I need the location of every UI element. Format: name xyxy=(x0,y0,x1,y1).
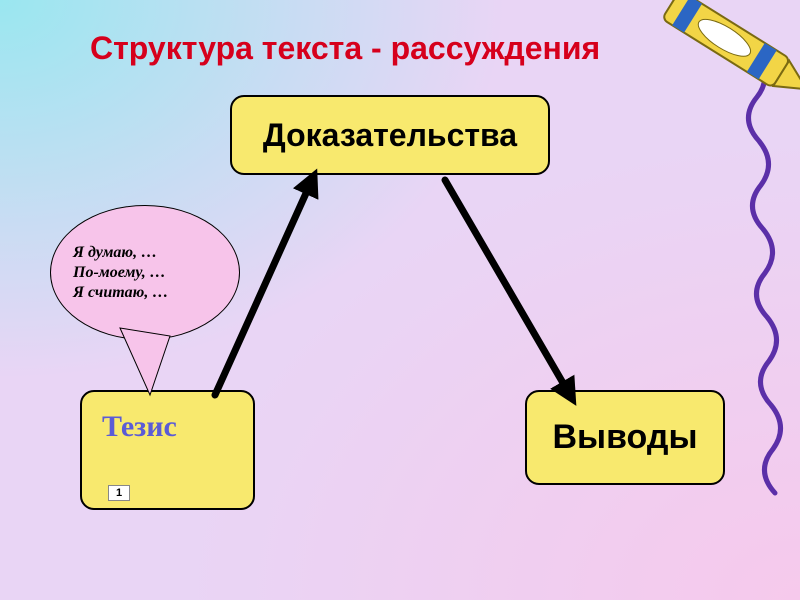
diagram-title: Структура текста - рассуждения xyxy=(90,30,600,67)
speech-line: Я считаю, … xyxy=(73,283,239,303)
diagram-canvas: Структура текста - рассуждения Я думаю, … xyxy=(0,0,800,600)
node-tezis-label: Тезис xyxy=(102,410,177,444)
speech-line: По-моему, … xyxy=(73,263,239,283)
slide-number: 1 xyxy=(108,485,130,501)
node-dokazatelstva: Доказательства xyxy=(230,95,550,175)
speech-bubble: Я думаю, … По-моему, … Я считаю, … xyxy=(50,205,240,340)
node-tezis: Тезис xyxy=(80,390,255,510)
speech-line: Я думаю, … xyxy=(73,243,239,263)
node-vyvody: Выводы xyxy=(525,390,725,485)
